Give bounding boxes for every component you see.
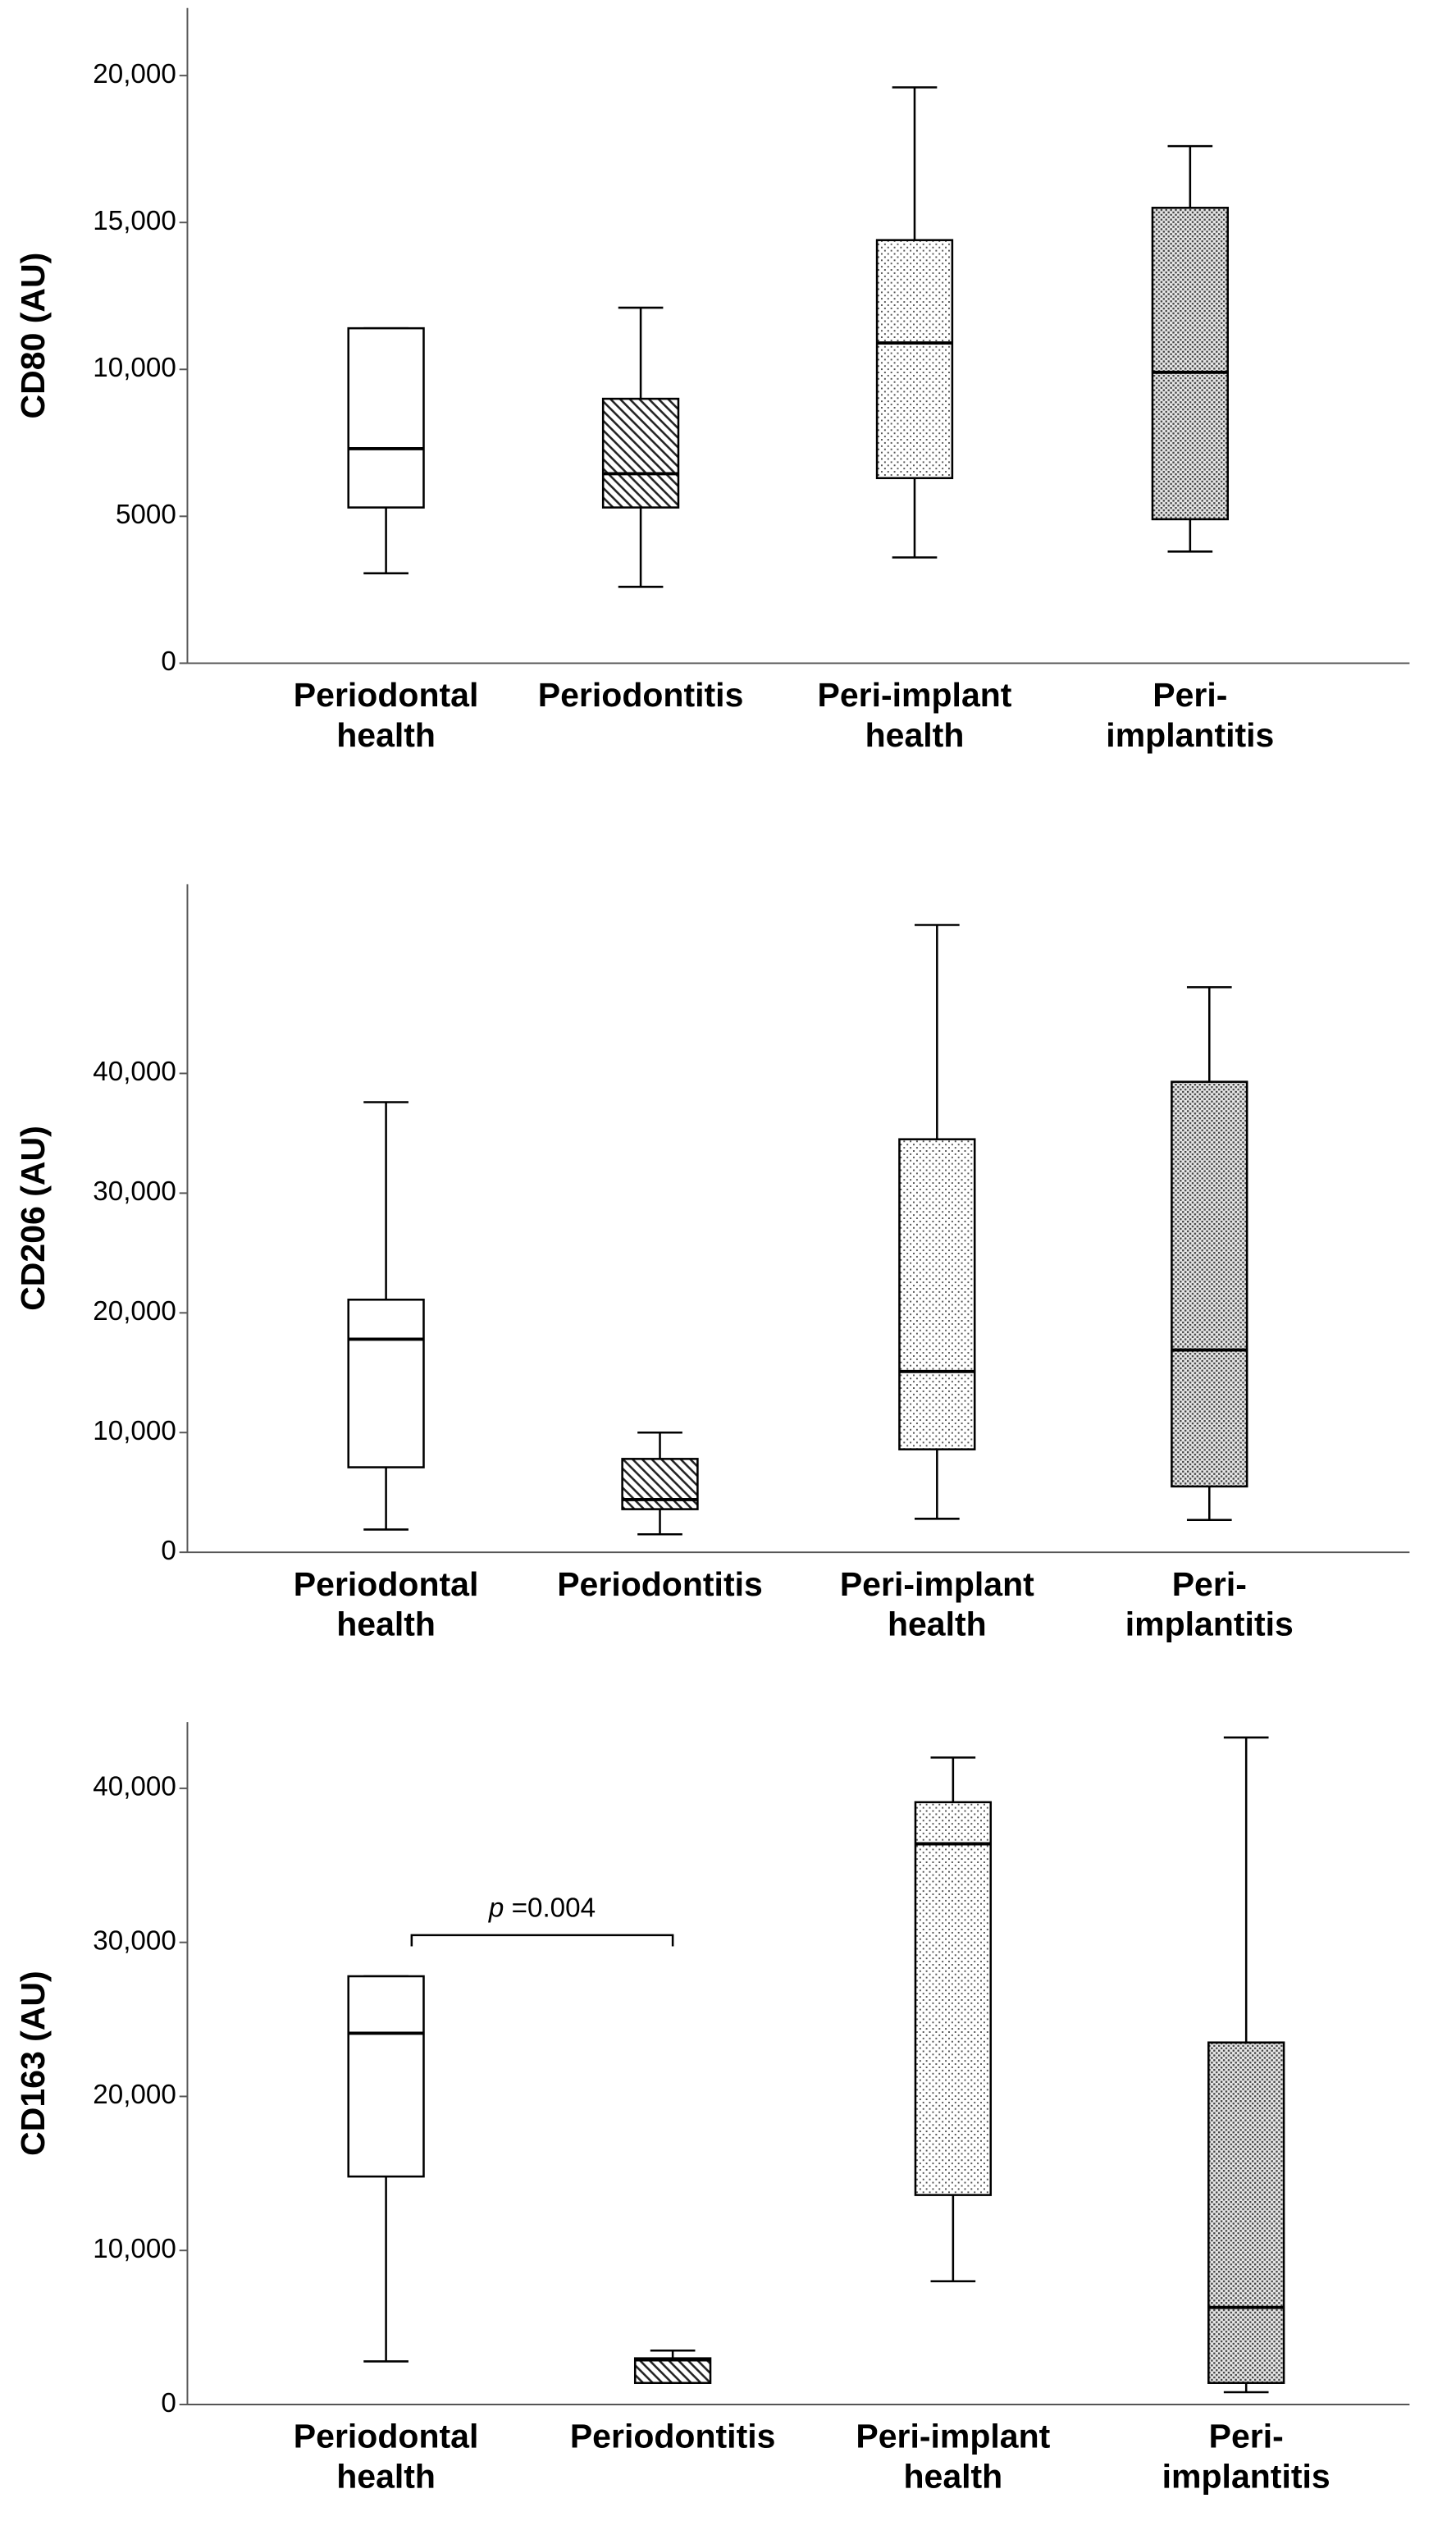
box	[347, 327, 425, 509]
y-tick-label: 20,000	[93, 2080, 176, 2110]
y-axis-label: CD163 (AU)	[14, 1971, 52, 2156]
y-tick-label: 10,000	[93, 1416, 176, 1446]
x-tick-label: Peri- implantitis	[1162, 2418, 1330, 2496]
y-tick-label: 10,000	[93, 353, 176, 383]
box	[1171, 1080, 1248, 1488]
box	[914, 1801, 993, 2196]
x-tick-label: Periodontitis	[537, 677, 744, 715]
box	[1207, 2041, 1285, 2384]
y-tick-label: 40,000	[93, 1772, 176, 1802]
box	[347, 1298, 425, 1468]
x-tick-label: Periodontal health	[293, 1566, 479, 1644]
box	[875, 239, 954, 480]
annotation-italic: p	[488, 1893, 504, 1923]
box	[633, 2357, 712, 2384]
x-tick-label: Peri- implantitis	[1106, 677, 1275, 755]
y-tick-label: 15,000	[93, 206, 176, 236]
x-tick-label: Peri-implant health	[817, 677, 1012, 755]
box	[601, 397, 680, 509]
y-tick-label: 0	[161, 1536, 176, 1566]
x-tick-label: Periodontal health	[293, 677, 479, 755]
box	[347, 1975, 425, 2178]
y-tick-label: 10,000	[93, 2234, 176, 2264]
x-tick-label: Peri-implant health	[856, 2418, 1051, 2496]
annotation: p =0.004	[488, 1893, 596, 1923]
y-tick-label: 0	[161, 2388, 176, 2418]
y-tick-label: 20,000	[93, 59, 176, 89]
y-tick-label: 0	[161, 646, 176, 677]
box	[898, 1138, 976, 1450]
x-tick-label: Peri-implant health	[839, 1566, 1034, 1644]
y-tick-label: 40,000	[93, 1057, 176, 1087]
box	[621, 1458, 699, 1510]
x-tick-label: Peri- implantitis	[1125, 1566, 1294, 1644]
significance-bracket	[410, 1934, 674, 1947]
y-tick-label: 5000	[116, 500, 176, 530]
y-axis-label: CD206 (AU)	[14, 1126, 52, 1311]
x-tick-label: Periodontitis	[569, 2418, 776, 2456]
x-tick-label: Periodontitis	[557, 1566, 763, 1604]
x-tick-label: Periodontal health	[293, 2418, 479, 2496]
y-tick-label: 30,000	[93, 1925, 176, 1956]
y-tick-label: 30,000	[93, 1176, 176, 1207]
y-axis-label: CD80 (AU)	[14, 253, 52, 419]
y-tick-label: 20,000	[93, 1296, 176, 1327]
annotation-text: =0.004	[504, 1893, 596, 1923]
box	[1151, 207, 1230, 521]
